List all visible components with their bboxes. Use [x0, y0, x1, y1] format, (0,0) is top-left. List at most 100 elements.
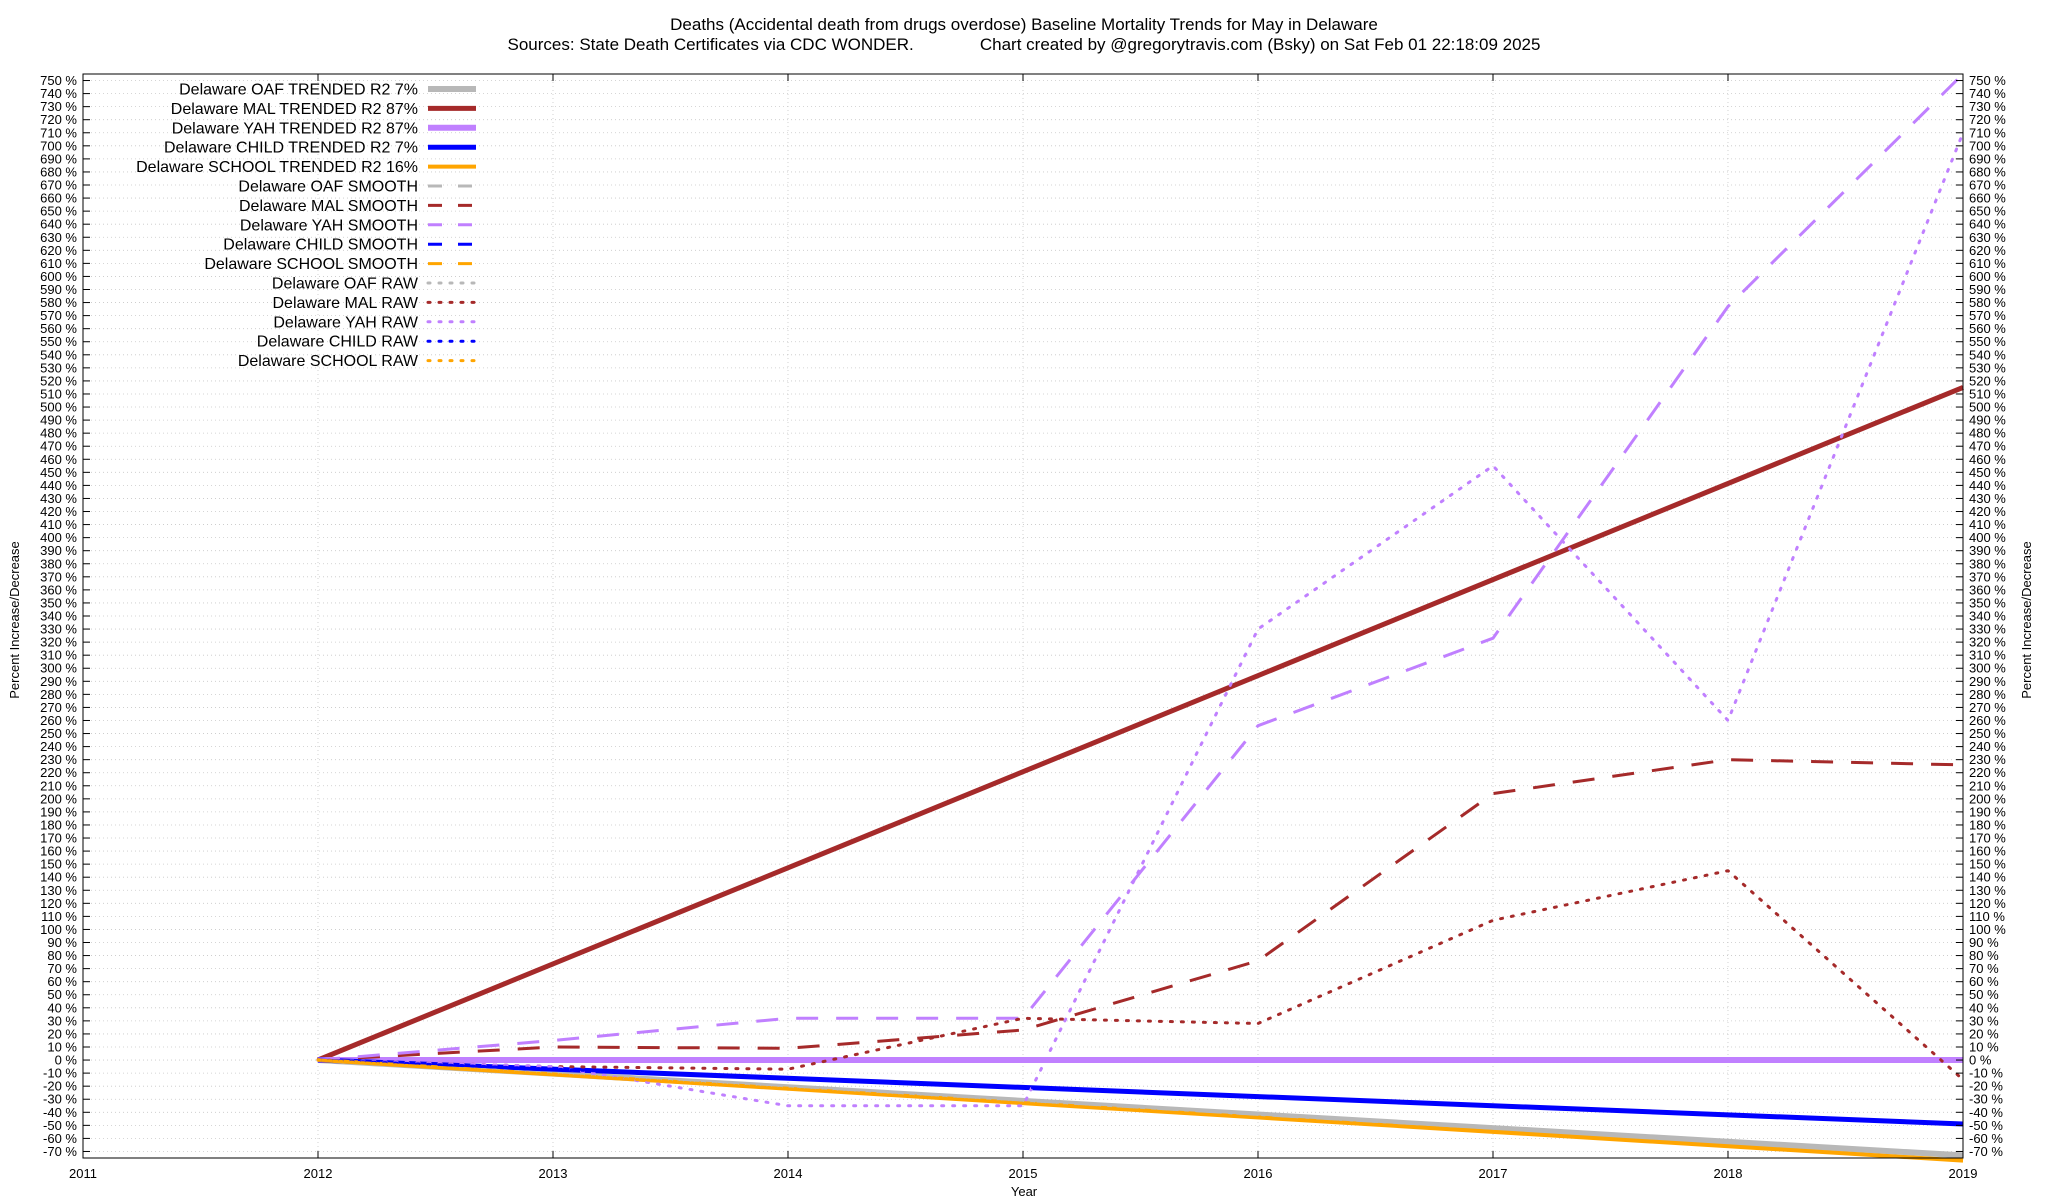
y-tick-label: 460 % — [40, 452, 77, 467]
x-tick-label: 2011 — [69, 1166, 97, 1181]
y2-tick-label: 90 % — [1969, 935, 1999, 950]
y-tick-label: 30 % — [47, 1013, 77, 1028]
y-tick-label: -40 % — [43, 1105, 77, 1120]
legend-entry-label: Delaware YAH TRENDED R2 87% — [172, 120, 418, 137]
y-tick-label: 70 % — [47, 961, 77, 976]
y-tick-label: 560 % — [40, 321, 77, 336]
y2-tick-label: 160 % — [1969, 844, 2006, 859]
y-tick-label: 720 % — [40, 112, 77, 127]
y2-tick-label: 740 % — [1969, 86, 2006, 101]
y-tick-label: 290 % — [40, 674, 77, 689]
y-tick-label: 540 % — [40, 347, 77, 362]
y2-tick-label: 310 % — [1969, 648, 2006, 663]
x-axis-label: Year — [1011, 1184, 1038, 1199]
legend-entry-label: Delaware OAF RAW — [272, 276, 419, 293]
y2-tick-label: 460 % — [1969, 452, 2006, 467]
legend-entry-label: Delaware SCHOOL SMOOTH — [204, 256, 418, 273]
y2-tick-label: 680 % — [1969, 164, 2006, 179]
y2-tick-label: 560 % — [1969, 321, 2006, 336]
series-line-15 — [316, 1058, 1965, 1163]
y2-tick-label: 70 % — [1969, 961, 1999, 976]
x-tick-label: 2013 — [539, 1166, 568, 1181]
series-line-6 — [317, 1058, 1964, 1157]
x-tick-label: 2015 — [1009, 1166, 1038, 1181]
y-tick-label: 430 % — [40, 491, 77, 506]
y2-tick-label: 100 % — [1969, 922, 2006, 937]
y-tick-label: 580 % — [40, 295, 77, 310]
y-tick-label: 750 % — [40, 73, 77, 88]
y2-axis-label: Percent Increase/Decrease — [2019, 541, 2034, 699]
y-tick-label: 620 % — [40, 243, 77, 258]
y-tick-label: 710 % — [40, 125, 77, 140]
y-tick-label: 680 % — [40, 164, 77, 179]
y2-tick-label: 420 % — [1969, 504, 2006, 519]
y-tick-label: 100 % — [40, 922, 77, 937]
y2-tick-label: 390 % — [1969, 543, 2006, 558]
y2-tick-label: 450 % — [1969, 465, 2006, 480]
y2-tick-label: -50 % — [1969, 1118, 2003, 1133]
y-tick-label: 150 % — [40, 857, 77, 872]
y2-tick-label: 180 % — [1969, 817, 2006, 832]
legend-entry-label: Delaware MAL TRENDED R2 87% — [171, 101, 418, 118]
y-tick-label: 350 % — [40, 595, 77, 610]
y2-tick-label: 500 % — [1969, 400, 2006, 415]
y2-tick-label: 480 % — [1969, 426, 2006, 441]
y-tick-label: -70 % — [43, 1144, 77, 1159]
y2-tick-label: 430 % — [1969, 491, 2006, 506]
y2-tick-label: -30 % — [1969, 1092, 2003, 1107]
y-tick-label: -20 % — [43, 1079, 77, 1094]
y2-tick-label: -20 % — [1969, 1079, 2003, 1094]
series-lines — [316, 72, 1965, 1163]
series-line-7 — [317, 758, 1964, 1062]
y2-tick-label: 510 % — [1969, 386, 2006, 401]
y-tick-label: 450 % — [40, 465, 77, 480]
y2-tick-label: 30 % — [1969, 1013, 1999, 1028]
legend-entry-label: Delaware YAH SMOOTH — [240, 217, 418, 234]
y-tick-label: 310 % — [40, 648, 77, 663]
x-tick-label: 2017 — [1479, 1166, 1508, 1181]
y2-tick-label: 670 % — [1969, 178, 2006, 193]
y-tick-label: 230 % — [40, 752, 77, 767]
y2-tick-label: 60 % — [1969, 974, 1999, 989]
y-tick-label: 90 % — [47, 935, 77, 950]
y2-tick-label: 330 % — [1969, 622, 2006, 637]
y2-tick-label: 120 % — [1969, 896, 2006, 911]
y2-tick-label: 10 % — [1969, 1039, 1999, 1054]
y-tick-label: 510 % — [40, 386, 77, 401]
y-tick-label: 10 % — [47, 1039, 77, 1054]
y2-tick-label: 220 % — [1969, 765, 2006, 780]
legend-entry-label: Delaware CHILD RAW — [257, 334, 419, 351]
y-tick-label: 200 % — [40, 791, 77, 806]
y2-tick-label: 400 % — [1969, 530, 2006, 545]
y-tick-label: -50 % — [43, 1118, 77, 1133]
y2-tick-label: 350 % — [1969, 595, 2006, 610]
y2-tick-label: 700 % — [1969, 138, 2006, 153]
y-tick-label: -10 % — [43, 1066, 77, 1081]
y2-tick-label: 210 % — [1969, 778, 2006, 793]
y-axis-label: Percent Increase/Decrease — [7, 541, 22, 699]
y2-tick-label: 40 % — [1969, 1000, 1999, 1015]
y2-tick-label: 0 % — [1969, 1053, 1992, 1068]
y2-tick-label: 340 % — [1969, 609, 2006, 624]
y2-tick-label: 710 % — [1969, 125, 2006, 140]
x-tick-label: 2018 — [1714, 1166, 1743, 1181]
y-tick-label: 380 % — [40, 556, 77, 571]
y-tick-label: 50 % — [47, 987, 77, 1002]
y2-tick-label: 130 % — [1969, 883, 2006, 898]
y2-tick-label: 50 % — [1969, 987, 1999, 1002]
y-tick-label: 500 % — [40, 400, 77, 415]
y-tick-label: 470 % — [40, 439, 77, 454]
y-tick-label: 220 % — [40, 765, 77, 780]
y-tick-label: 740 % — [40, 86, 77, 101]
y2-tick-label: 490 % — [1969, 413, 2006, 428]
legend-entry-label: Delaware MAL SMOOTH — [239, 198, 418, 215]
y-tick-label: 260 % — [40, 713, 77, 728]
y2-tick-label: 240 % — [1969, 739, 2006, 754]
y2-tick-label: -70 % — [1969, 1144, 2003, 1159]
y2-tick-label: -40 % — [1969, 1105, 2003, 1120]
y2-tick-label: 370 % — [1969, 569, 2006, 584]
y-tick-label: -30 % — [43, 1092, 77, 1107]
y2-tick-label: 200 % — [1969, 791, 2006, 806]
y2-tick-label: 300 % — [1969, 661, 2006, 676]
